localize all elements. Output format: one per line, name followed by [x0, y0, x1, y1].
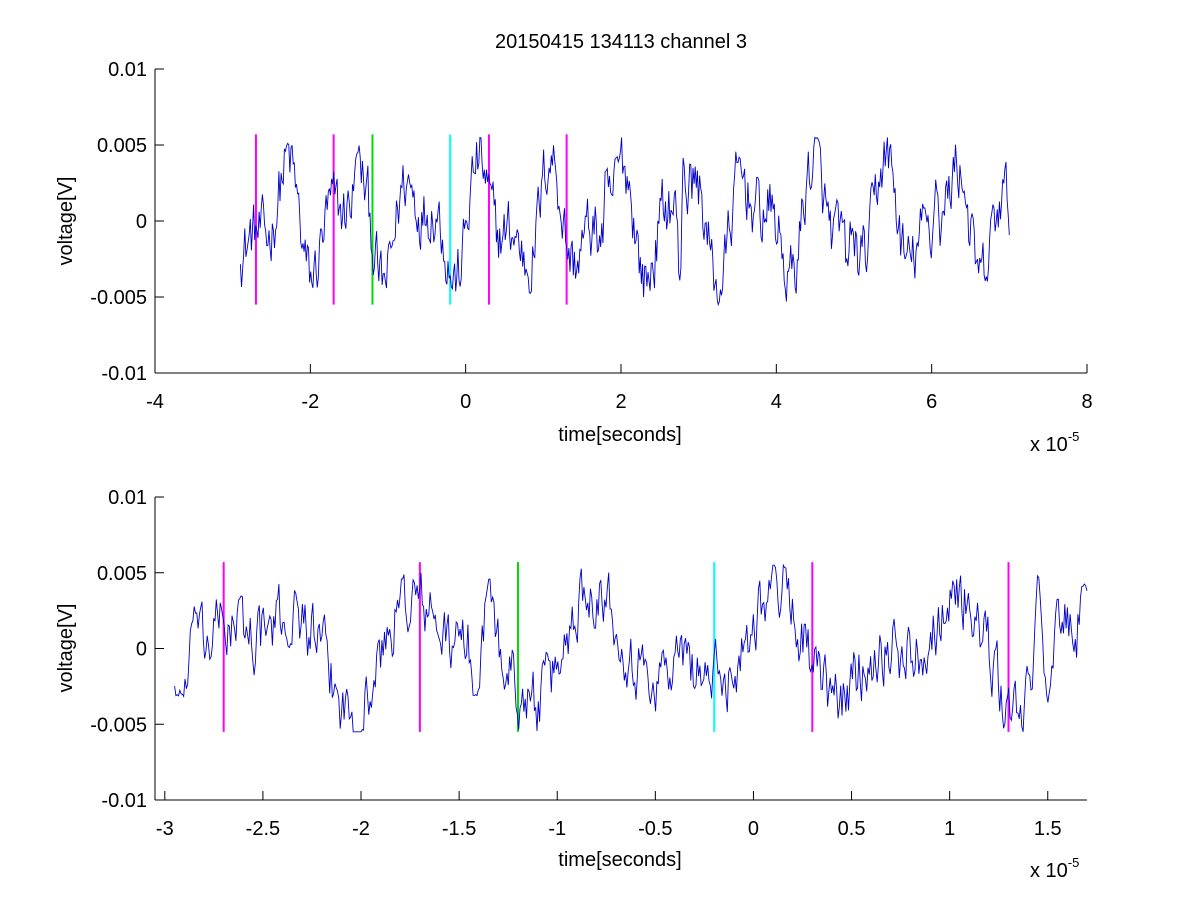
plot-bottom-x-tick-label: 0.5 [838, 818, 866, 840]
plot-bottom-ylabel: voltage[V] [55, 604, 77, 693]
plot-top-x-tick-label: 4 [771, 391, 782, 413]
plot-bottom: -3 -2.5 -2 -1.5 -1 -0.5 0 0.5 1 1.5 -0.01 -0.005 0 0.… [55, 487, 1088, 882]
plot-top-x-exponent-base: x 10 [1030, 434, 1068, 456]
plot-bottom-x-tick-label: -2.5 [246, 818, 280, 840]
plot-bottom-signal-line [174, 563, 1088, 733]
plot-top-markers [254, 134, 568, 305]
plot-top-x-tick-label: 8 [1081, 391, 1092, 413]
plot-bottom-x-tick-label: -2 [352, 818, 370, 840]
plot-bottom-y-tick-label: 0.005 [97, 563, 147, 585]
plot-bottom-signal [174, 563, 1088, 733]
plot-bottom-x-tick-label: -1 [548, 818, 566, 840]
figure-title: 20150415 134113 channel 3 [495, 31, 747, 53]
plot-bottom-y-tick-label: 0.01 [108, 487, 147, 509]
plot-bottom-x-tick-label: -0.5 [638, 818, 672, 840]
plot-top-x-tick-label: -4 [146, 391, 164, 413]
plot-bottom-x-exponent-base: x 10 [1030, 860, 1068, 882]
plot-top-x-tick-label: 0 [460, 391, 471, 413]
plot-top-x-exponent-power: -5 [1068, 429, 1080, 444]
plot-bottom-xlabel: time[seconds] [558, 849, 681, 871]
plot-top-signal [239, 136, 1010, 307]
plot-top-x-exponent: x 10-5 [1030, 429, 1079, 456]
plot-top-x-tick-label: 2 [615, 391, 626, 413]
plot-bottom-x-exponent-power: -5 [1068, 855, 1080, 870]
plot-bottom-x-tick-label: 0 [748, 818, 759, 840]
plot-top-axes: -4 -2 0 2 4 6 8 -0.01 -0.005 0 0.005 0.01 [90, 59, 1092, 413]
plot-top-signal-line [239, 136, 1010, 307]
plot-top-y-tick-label: 0.01 [108, 59, 147, 81]
plot-bottom-x-tick-label: 1.5 [1034, 818, 1062, 840]
plot-bottom-y-tick-label: -0.01 [101, 790, 147, 812]
plot-top-ylabel: voltage[V] [55, 177, 77, 266]
plot-bottom-x-tick-label: 1 [944, 818, 955, 840]
plot-bottom-x-tick-label: -3 [156, 818, 174, 840]
plot-bottom-x-tick-label: -1.5 [442, 818, 476, 840]
plot-top-y-tick-label: -0.01 [101, 363, 147, 385]
plot-top-y-tick-label: 0 [136, 211, 147, 233]
plot-top-xlabel: time[seconds] [558, 424, 681, 446]
plot-top: -4 -2 0 2 4 6 8 -0.01 -0.005 0 0.005 0.01 time[seco… [55, 59, 1093, 456]
plot-bottom-markers [222, 562, 1010, 732]
plot-bottom-axes: -3 -2.5 -2 -1.5 -1 -0.5 0 0.5 1 1.5 -0.01 -0.005 0 0.… [90, 487, 1087, 840]
plot-bottom-x-exponent: x 10-5 [1030, 855, 1079, 882]
plot-top-y-tick-label: 0.005 [97, 135, 147, 157]
plot-top-x-tick-label: -2 [301, 391, 319, 413]
plot-bottom-y-tick-label: -0.005 [90, 714, 147, 736]
plot-top-x-tick-label: 6 [926, 391, 937, 413]
plot-top-y-tick-label: -0.005 [90, 287, 147, 309]
plot-bottom-y-tick-label: 0 [136, 639, 147, 661]
